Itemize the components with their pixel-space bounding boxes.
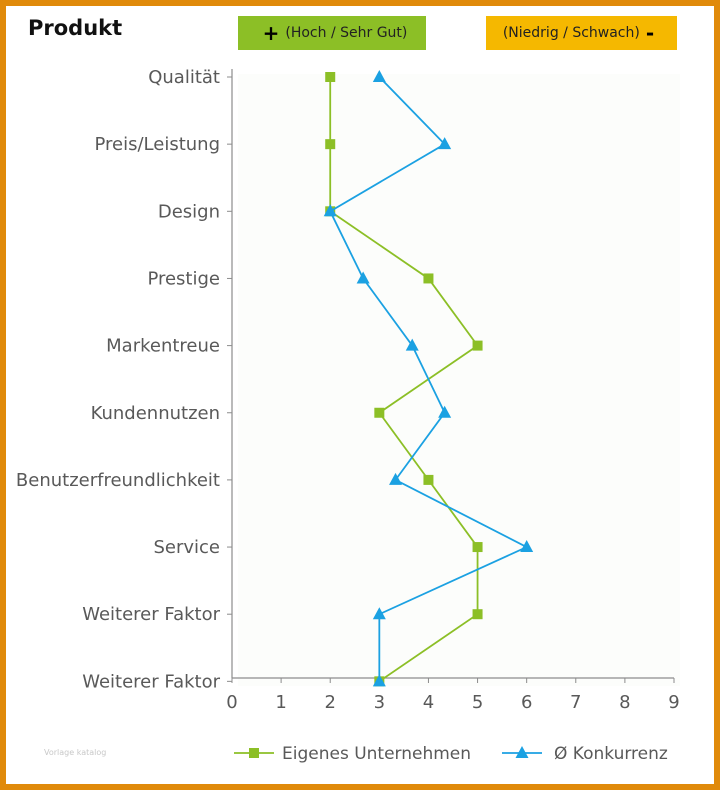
- chart-title: Produkt: [28, 16, 123, 40]
- data-point-own: [472, 542, 483, 553]
- data-point-competition: [438, 137, 452, 150]
- x-tick-label: 2: [324, 692, 335, 713]
- data-point-competition: [389, 472, 403, 485]
- legend-label: Eigenes Unternehmen: [282, 744, 471, 764]
- x-tick-label: 3: [374, 692, 385, 713]
- low-rating-badge: (Niedrig / Schwach) -: [486, 16, 677, 50]
- data-point-competition: [520, 540, 534, 553]
- category-label: Qualität: [148, 67, 220, 88]
- data-point-own: [472, 609, 483, 620]
- x-tick-label: 7: [570, 692, 581, 713]
- x-tick-label: 6: [521, 692, 532, 713]
- legend-label: Ø Konkurrenz: [554, 744, 668, 764]
- high-rating-badge: + (Hoch / Sehr Gut): [238, 16, 426, 50]
- data-point-own: [325, 139, 336, 150]
- plus-symbol: +: [262, 21, 280, 45]
- legend-marker-triangle: [515, 746, 529, 758]
- data-point-competition: [372, 674, 386, 687]
- category-label: Weiterer Faktor: [82, 671, 220, 692]
- category-label: Benutzerfreundlichkeit: [16, 470, 220, 491]
- high-rating-label: (Hoch / Sehr Gut): [285, 25, 408, 41]
- data-point-own: [423, 474, 434, 485]
- category-label: Service: [153, 537, 220, 558]
- category-label: Prestige: [147, 268, 220, 289]
- category-label: Preis/Leistung: [94, 134, 220, 155]
- watermark: Vorlage katalog: [44, 748, 107, 757]
- x-tick-label: 4: [423, 692, 434, 713]
- data-point-competition: [405, 338, 419, 351]
- data-point-competition: [323, 204, 337, 217]
- x-tick-label: 9: [668, 692, 679, 713]
- line-chart: Qualität Preis/Leistung Design Prestige Mark…: [16, 67, 680, 764]
- category-label: Weiterer Faktor: [82, 604, 220, 625]
- category-label: Kundennutzen: [91, 403, 220, 424]
- x-tick-label: 1: [275, 692, 286, 713]
- data-point-own: [374, 407, 385, 418]
- low-rating-label: (Niedrig / Schwach): [502, 25, 640, 41]
- data-point-competition: [372, 607, 386, 620]
- legend-marker-square: [249, 748, 259, 758]
- plot-area: [238, 74, 680, 686]
- category-label: Design: [158, 201, 220, 222]
- data-point-own: [423, 273, 434, 284]
- data-point-own: [325, 72, 336, 82]
- x-tick-label: 5: [472, 692, 483, 713]
- data-point-competition: [356, 271, 370, 284]
- x-tick-label: 8: [619, 692, 630, 713]
- series-line-competition: [329, 76, 529, 682]
- category-label: Markentreue: [106, 336, 220, 357]
- data-point-competition: [438, 405, 452, 418]
- minus-symbol: -: [645, 21, 655, 45]
- data-point-own: [472, 340, 483, 351]
- data-point-competition: [372, 70, 386, 82]
- x-tick-label: 0: [226, 692, 237, 713]
